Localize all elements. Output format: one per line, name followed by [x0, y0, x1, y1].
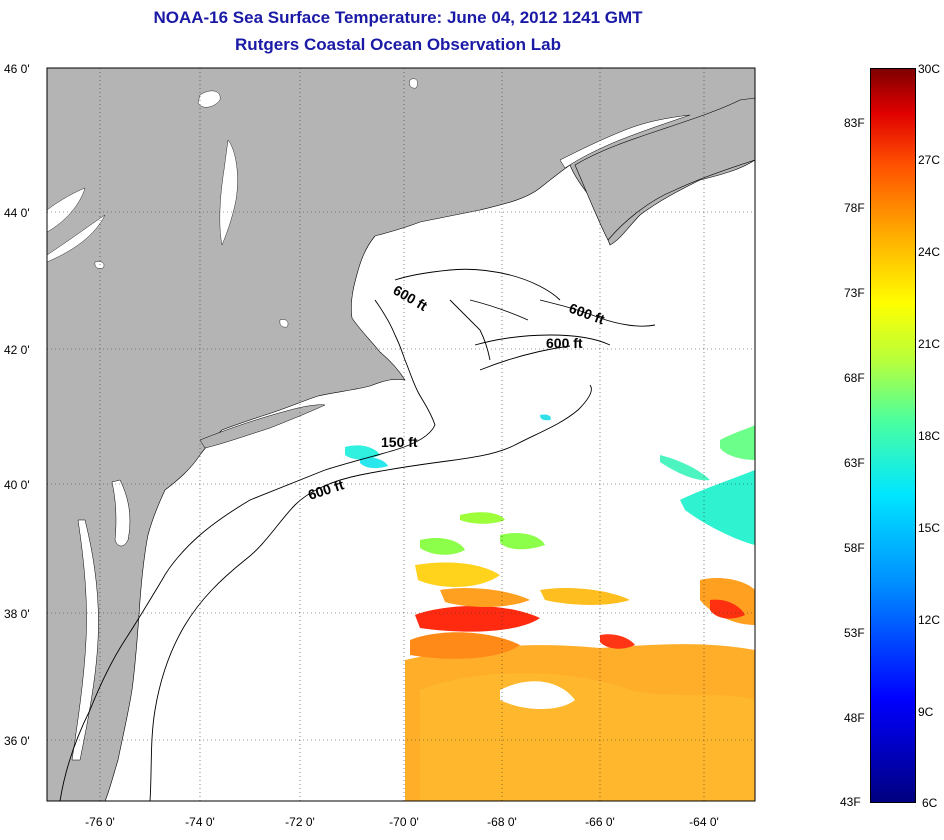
colorbar-c-label: 9C [918, 705, 934, 719]
colorbar-f-label: 58F [844, 541, 865, 555]
colorbar-f-label: 83F [844, 116, 865, 130]
colorbar-c-label: 12C [918, 613, 941, 627]
nova-scotia [574, 70, 755, 241]
map-frame [46, 67, 756, 802]
lon-label: -68 0' [487, 815, 517, 829]
map-subtitle: Rutgers Coastal Ocean Observation Lab [235, 35, 561, 54]
lakes [47, 78, 418, 328]
depth-label: 600 ft [546, 335, 583, 351]
lat-label: 36 0' [4, 734, 30, 748]
long-island [199, 404, 326, 449]
lon-label: -70 0' [389, 815, 419, 829]
lon-label: -76 0' [85, 815, 115, 829]
lon-label: -74 0' [185, 815, 215, 829]
delaware-bay [111, 479, 131, 547]
lat-label: 44 0' [4, 206, 30, 220]
depth-label: 150 ft [381, 434, 418, 450]
temperature-colorbar [870, 68, 916, 803]
lat-label: 46 0' [4, 62, 30, 76]
colorbar-f-label: 48F [844, 711, 865, 725]
lon-label: -66 0' [585, 815, 615, 829]
depth-contours [59, 268, 656, 801]
colorbar-f-label: 68F [844, 371, 865, 385]
map-title: NOAA-16 Sea Surface Temperature: June 04… [153, 8, 643, 27]
colorbar-f-label: 78F [844, 201, 865, 215]
lat-label: 42 0' [4, 343, 30, 357]
chesapeake-bay [71, 519, 99, 761]
colorbar-c-label: 24C [918, 245, 941, 259]
colorbar-c-label: 21C [918, 337, 941, 351]
sst-patches [345, 414, 755, 801]
colorbar-f-label: 43F [840, 795, 861, 809]
colorbar-f-label: 63F [844, 456, 865, 470]
lon-label: -72 0' [285, 815, 315, 829]
lat-label: 40 0' [4, 478, 30, 492]
lat-label: 38 0' [4, 607, 30, 621]
colorbar-c-label: 18C [918, 429, 941, 443]
colorbar-c-label: 30C [918, 62, 941, 76]
colorbar-c-label: 27C [918, 153, 941, 167]
colorbar-f-label: 53F [844, 626, 865, 640]
colorbar-f-label: 73F [844, 286, 865, 300]
colorbar-c-label: 6C [922, 796, 938, 810]
colorbar-c-label: 15C [918, 521, 941, 535]
lon-label: -64 0' [689, 815, 719, 829]
